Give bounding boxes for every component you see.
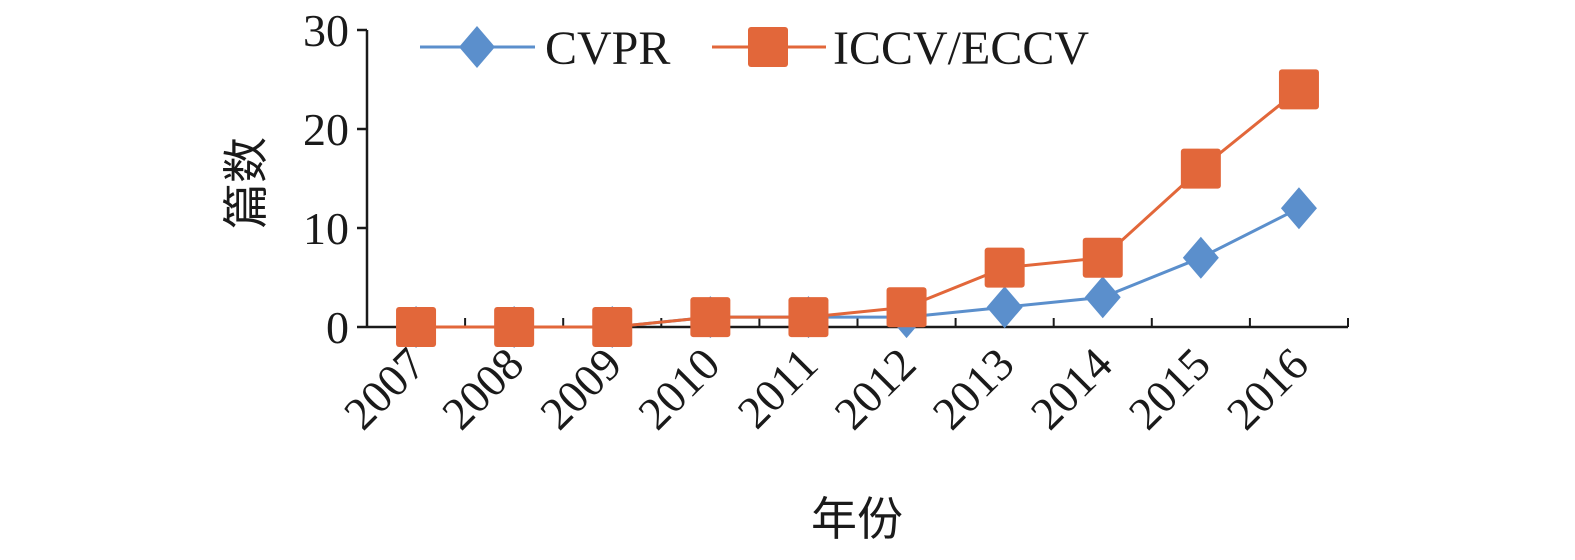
data-point-square [690, 297, 731, 338]
data-point-square [396, 307, 437, 347]
data-point-square [1278, 69, 1319, 110]
series-line [416, 206, 1300, 329]
x-tick-label: 2011 [728, 338, 828, 438]
data-point-square [1180, 148, 1221, 189]
data-point-square [494, 307, 535, 347]
data-point-square [886, 287, 927, 328]
legend-label: ICCV/ECCV [833, 22, 1089, 75]
x-tick-label: 2008 [432, 338, 533, 439]
y-axis-title: 篇数 [221, 137, 272, 229]
legend-label: CVPR [545, 22, 670, 75]
series-lines [396, 69, 1319, 348]
x-tick-label: 2007 [334, 338, 435, 439]
x-tick-label: 2012 [825, 338, 926, 439]
y-tick-label: 20 [303, 104, 349, 155]
data-point-square [984, 247, 1025, 288]
x-tick-label: 2009 [530, 338, 631, 439]
y-tick-label: 0 [326, 302, 349, 353]
data-point-square [1082, 237, 1123, 278]
data-point-diamond [1280, 187, 1317, 230]
data-point-square [592, 307, 633, 347]
data-point-diamond [986, 286, 1023, 329]
legend-marker-diamond [459, 26, 495, 68]
data-point-diamond [1084, 276, 1121, 319]
tick-labels: 0102030200720082009201020112012201320142… [303, 5, 1318, 439]
x-axis-title: 年份 [811, 494, 903, 545]
x-tick-label: 2010 [628, 338, 729, 439]
x-tick-label: 2015 [1119, 338, 1220, 439]
x-tick-label: 2014 [1021, 338, 1122, 439]
x-tick-label: 2016 [1217, 338, 1318, 439]
y-tick-label: 10 [303, 203, 349, 254]
series-line [416, 88, 1300, 329]
data-point-diamond [1182, 236, 1219, 279]
y-tick-label: 30 [303, 5, 349, 56]
legend-marker-square [748, 27, 788, 67]
data-point-square [788, 297, 829, 338]
x-tick-label: 2013 [923, 338, 1024, 439]
legend: CVPR ICCV/ECCV [420, 22, 1089, 75]
